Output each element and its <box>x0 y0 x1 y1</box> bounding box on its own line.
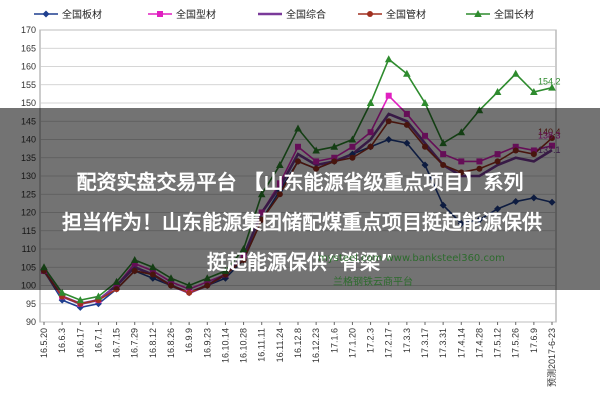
headline-line-3: 挺起能源保供“脊梁” <box>206 250 394 274</box>
point-marker <box>94 292 103 300</box>
point-marker <box>384 55 393 63</box>
y-tick-label: 90 <box>26 317 36 327</box>
point-marker <box>530 88 538 96</box>
x-tick-label: 17.4.14 <box>456 328 466 358</box>
point-marker <box>474 10 482 17</box>
point-marker <box>42 10 50 18</box>
x-axis: 16.5.20 16.6.3 16.6.17 16.7.1 16.7.15 16.7.29… <box>39 322 557 387</box>
x-tick-label: 17.2.3 <box>366 328 376 353</box>
y-tick-label: 165 <box>21 43 36 53</box>
legend-label: 全国管材 <box>386 8 426 21</box>
x-tick-label: 16.8.26 <box>166 328 176 358</box>
headline-line-1: 配资实盘交易平台 【山东能源省级重点项目】系列 <box>76 170 524 194</box>
x-tick-label: 17.3.3 <box>402 328 412 353</box>
x-tick-label: 16.11.11 <box>257 328 267 362</box>
x-tick-label: 17.3.17 <box>420 328 430 358</box>
point-marker <box>367 11 373 17</box>
x-tick-label: 17.1.6 <box>329 328 339 353</box>
point-marker <box>548 83 556 91</box>
legend-label: 全国型材 <box>176 8 216 21</box>
x-tick-label: 17.5.12 <box>493 328 503 358</box>
x-tick-label: 16.12.23 <box>311 328 321 363</box>
x-tick-label: 17.4.28 <box>474 328 484 358</box>
x-tick-label: 16.7.29 <box>130 328 140 358</box>
x-tick-label: 17.1.20 <box>347 328 357 358</box>
watermark-name: 兰格钢铁云商平台 <box>333 277 413 288</box>
legend-label: 全国板材 <box>62 8 102 21</box>
x-tick-label: 16.5.20 <box>39 328 49 358</box>
point-marker <box>157 11 163 17</box>
x-tick-label: 16.7.15 <box>112 328 122 358</box>
x-tick-label: 16.12.8 <box>293 328 303 358</box>
y-tick-label: 160 <box>21 62 36 72</box>
x-tick-label: 16.9.9 <box>184 328 194 353</box>
legend-label: 全国长材 <box>494 8 534 21</box>
x-tick-label: 16.7.1 <box>93 328 103 353</box>
x-tick-label: 16.9.23 <box>202 328 212 358</box>
end-label: 154.2 <box>538 77 561 87</box>
y-tick-label: 95 <box>26 299 36 309</box>
x-tick-label: 16.10.14 <box>220 328 230 363</box>
headline-overlay <box>0 108 600 290</box>
x-tick-label: 17.3.31 <box>438 328 448 358</box>
point-marker <box>403 69 411 77</box>
x-tick-label: 17.6.9 <box>529 328 539 353</box>
x-tick-label: 17.2.17 <box>384 328 394 358</box>
point-marker <box>493 88 502 96</box>
point-marker <box>186 289 193 296</box>
legend-label: 全国综合 <box>286 8 326 21</box>
point-marker <box>58 288 66 296</box>
y-tick-label: 150 <box>21 98 36 108</box>
x-tick-label: 16.10.28 <box>239 328 249 363</box>
point-marker <box>421 99 429 106</box>
y-tick-label: 170 <box>21 25 36 35</box>
x-tick-label: 16.6.17 <box>75 328 85 358</box>
point-marker <box>366 99 375 106</box>
x-tick-label: 16.6.3 <box>57 328 67 353</box>
headline-line-2: 担当作为！山东能源集团储配煤重点项目挺起能源保供 <box>62 210 542 234</box>
point-marker <box>385 92 392 99</box>
x-tick-label: 16.8.12 <box>148 328 158 358</box>
point-marker <box>76 296 85 304</box>
y-tick-label: 155 <box>21 80 36 90</box>
x-tick-label: 预测2017-6-23 <box>547 328 557 387</box>
watermark-url: mysteel.com www.banksteel360.com <box>318 253 505 264</box>
x-tick-label: 17.5.26 <box>511 328 521 358</box>
legend: 全国板材 全国型材 全国综合 全国管材 全国长材 <box>34 8 534 21</box>
x-tick-label: 16.11.24 <box>275 328 285 362</box>
point-marker <box>511 69 520 77</box>
